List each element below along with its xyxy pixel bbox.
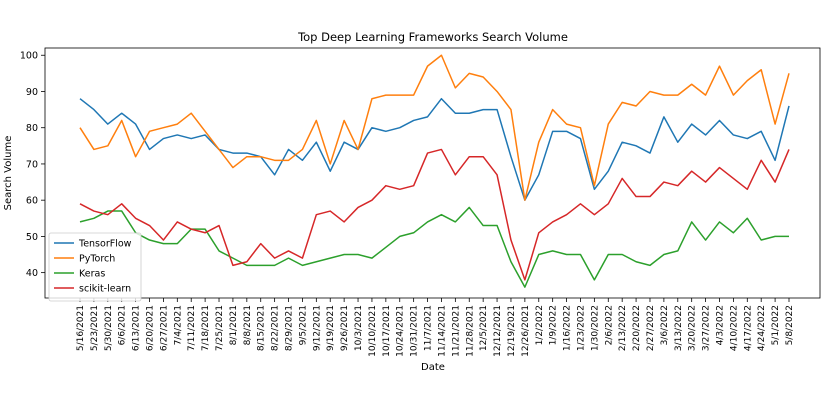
x-tick-label: 5/23/2021	[90, 305, 100, 351]
series-line-scikit-learn	[79, 148, 790, 281]
x-tick-label: 10/3/2021	[354, 305, 364, 351]
y-tick-label: 50	[26, 232, 38, 243]
y-tick-label: 90	[26, 87, 38, 98]
x-axis: 5/16/2021 5/23/2021 5/30/2021 6/6/2021 6/13/…	[76, 298, 795, 357]
x-tick-label: 7/25/2021	[215, 305, 225, 351]
series-lines	[79, 54, 790, 288]
x-tick-label: 8/29/2021	[285, 305, 295, 351]
chart-title: Top Deep Learning Frameworks Search Volu…	[297, 30, 568, 44]
x-tick-label: 10/31/2021	[410, 305, 420, 357]
x-tick-label: 12/19/2021	[507, 305, 517, 357]
x-tick-label: 9/19/2021	[326, 305, 336, 351]
x-tick-label: 7/18/2021	[201, 305, 211, 351]
x-tick-label: 10/10/2021	[368, 305, 378, 357]
y-axis: 40 50 60 70 80 90 100	[20, 51, 45, 279]
x-tick-label: 2/20/2022	[632, 305, 642, 351]
x-tick-label: 7/11/2021	[187, 305, 197, 351]
y-tick-label: 40	[26, 268, 38, 279]
x-tick-label: 1/16/2022	[563, 305, 573, 351]
x-tick-label: 11/14/2021	[437, 305, 447, 357]
y-tick-label: 80	[26, 123, 38, 134]
x-axis-label: Date	[421, 362, 445, 373]
x-tick-label: 6/6/2021	[118, 305, 128, 345]
x-tick-label: 2/27/2022	[646, 305, 656, 351]
x-tick-label: 1/2/2022	[535, 305, 545, 345]
series-line-tensorflow	[79, 97, 790, 201]
x-tick-label: 3/27/2022	[702, 305, 712, 351]
x-tick-label: 6/13/2021	[132, 305, 142, 351]
x-tick-label: 5/16/2021	[76, 305, 86, 351]
series-line-keras	[79, 206, 789, 288]
legend-label: Keras	[79, 269, 105, 280]
y-tick-label: 60	[26, 196, 38, 207]
x-tick-label: 2/6/2022	[604, 305, 614, 345]
x-tick-label: 9/5/2021	[298, 305, 308, 345]
x-tick-label: 12/26/2021	[521, 305, 531, 357]
x-tick-label: 3/20/2022	[688, 305, 698, 351]
x-tick-label: 9/12/2021	[312, 305, 322, 351]
x-tick-label: 5/30/2021	[104, 305, 114, 351]
x-tick-label: 1/30/2022	[590, 305, 600, 351]
x-tick-label: 5/1/2022	[771, 305, 781, 345]
x-tick-label: 8/1/2021	[229, 305, 239, 345]
y-tick-label: 70	[26, 159, 38, 170]
x-tick-label: 12/5/2021	[479, 305, 489, 351]
x-tick-label: 1/9/2022	[549, 305, 559, 345]
x-tick-label: 8/22/2021	[271, 305, 281, 351]
x-tick-label: 3/13/2022	[674, 305, 684, 351]
legend-label: scikit-learn	[79, 284, 131, 295]
legend-label: TensorFlow	[78, 239, 132, 250]
x-tick-label: 11/7/2021	[424, 305, 434, 351]
x-tick-label: 11/28/2021	[465, 305, 475, 357]
x-tick-label: 11/21/2021	[451, 305, 461, 357]
x-tick-label: 4/10/2022	[729, 305, 739, 351]
x-tick-label: 9/26/2021	[340, 305, 350, 351]
x-tick-label: 3/6/2022	[660, 305, 670, 345]
x-tick-label: 12/12/2021	[493, 305, 503, 357]
x-tick-label: 4/3/2022	[715, 305, 725, 345]
x-tick-label: 2/13/2022	[618, 305, 628, 351]
x-tick-label: 1/23/2022	[576, 305, 586, 351]
series-line-pytorch	[79, 54, 790, 201]
y-axis-label: Search Volume	[3, 136, 14, 211]
x-tick-label: 7/4/2021	[173, 305, 183, 345]
legend-box	[48, 232, 142, 302]
x-tick-label: 4/24/2022	[757, 305, 767, 351]
x-tick-label: 10/17/2021	[382, 305, 392, 357]
x-tick-label: 6/20/2021	[146, 305, 156, 351]
x-tick-label: 8/8/2021	[243, 305, 253, 345]
legend-label: PyTorch	[79, 254, 115, 265]
x-tick-label: 8/15/2021	[257, 305, 267, 351]
y-tick-label: 100	[20, 51, 38, 62]
legend: TensorFlow PyTorch Keras scikit-learn	[48, 232, 142, 302]
x-tick-label: 6/27/2021	[159, 305, 169, 351]
x-tick-label: 10/24/2021	[396, 305, 406, 357]
x-tick-label: 4/17/2022	[743, 305, 753, 351]
x-tick-label: 5/8/2022	[785, 305, 795, 345]
plot-frame	[44, 47, 821, 299]
